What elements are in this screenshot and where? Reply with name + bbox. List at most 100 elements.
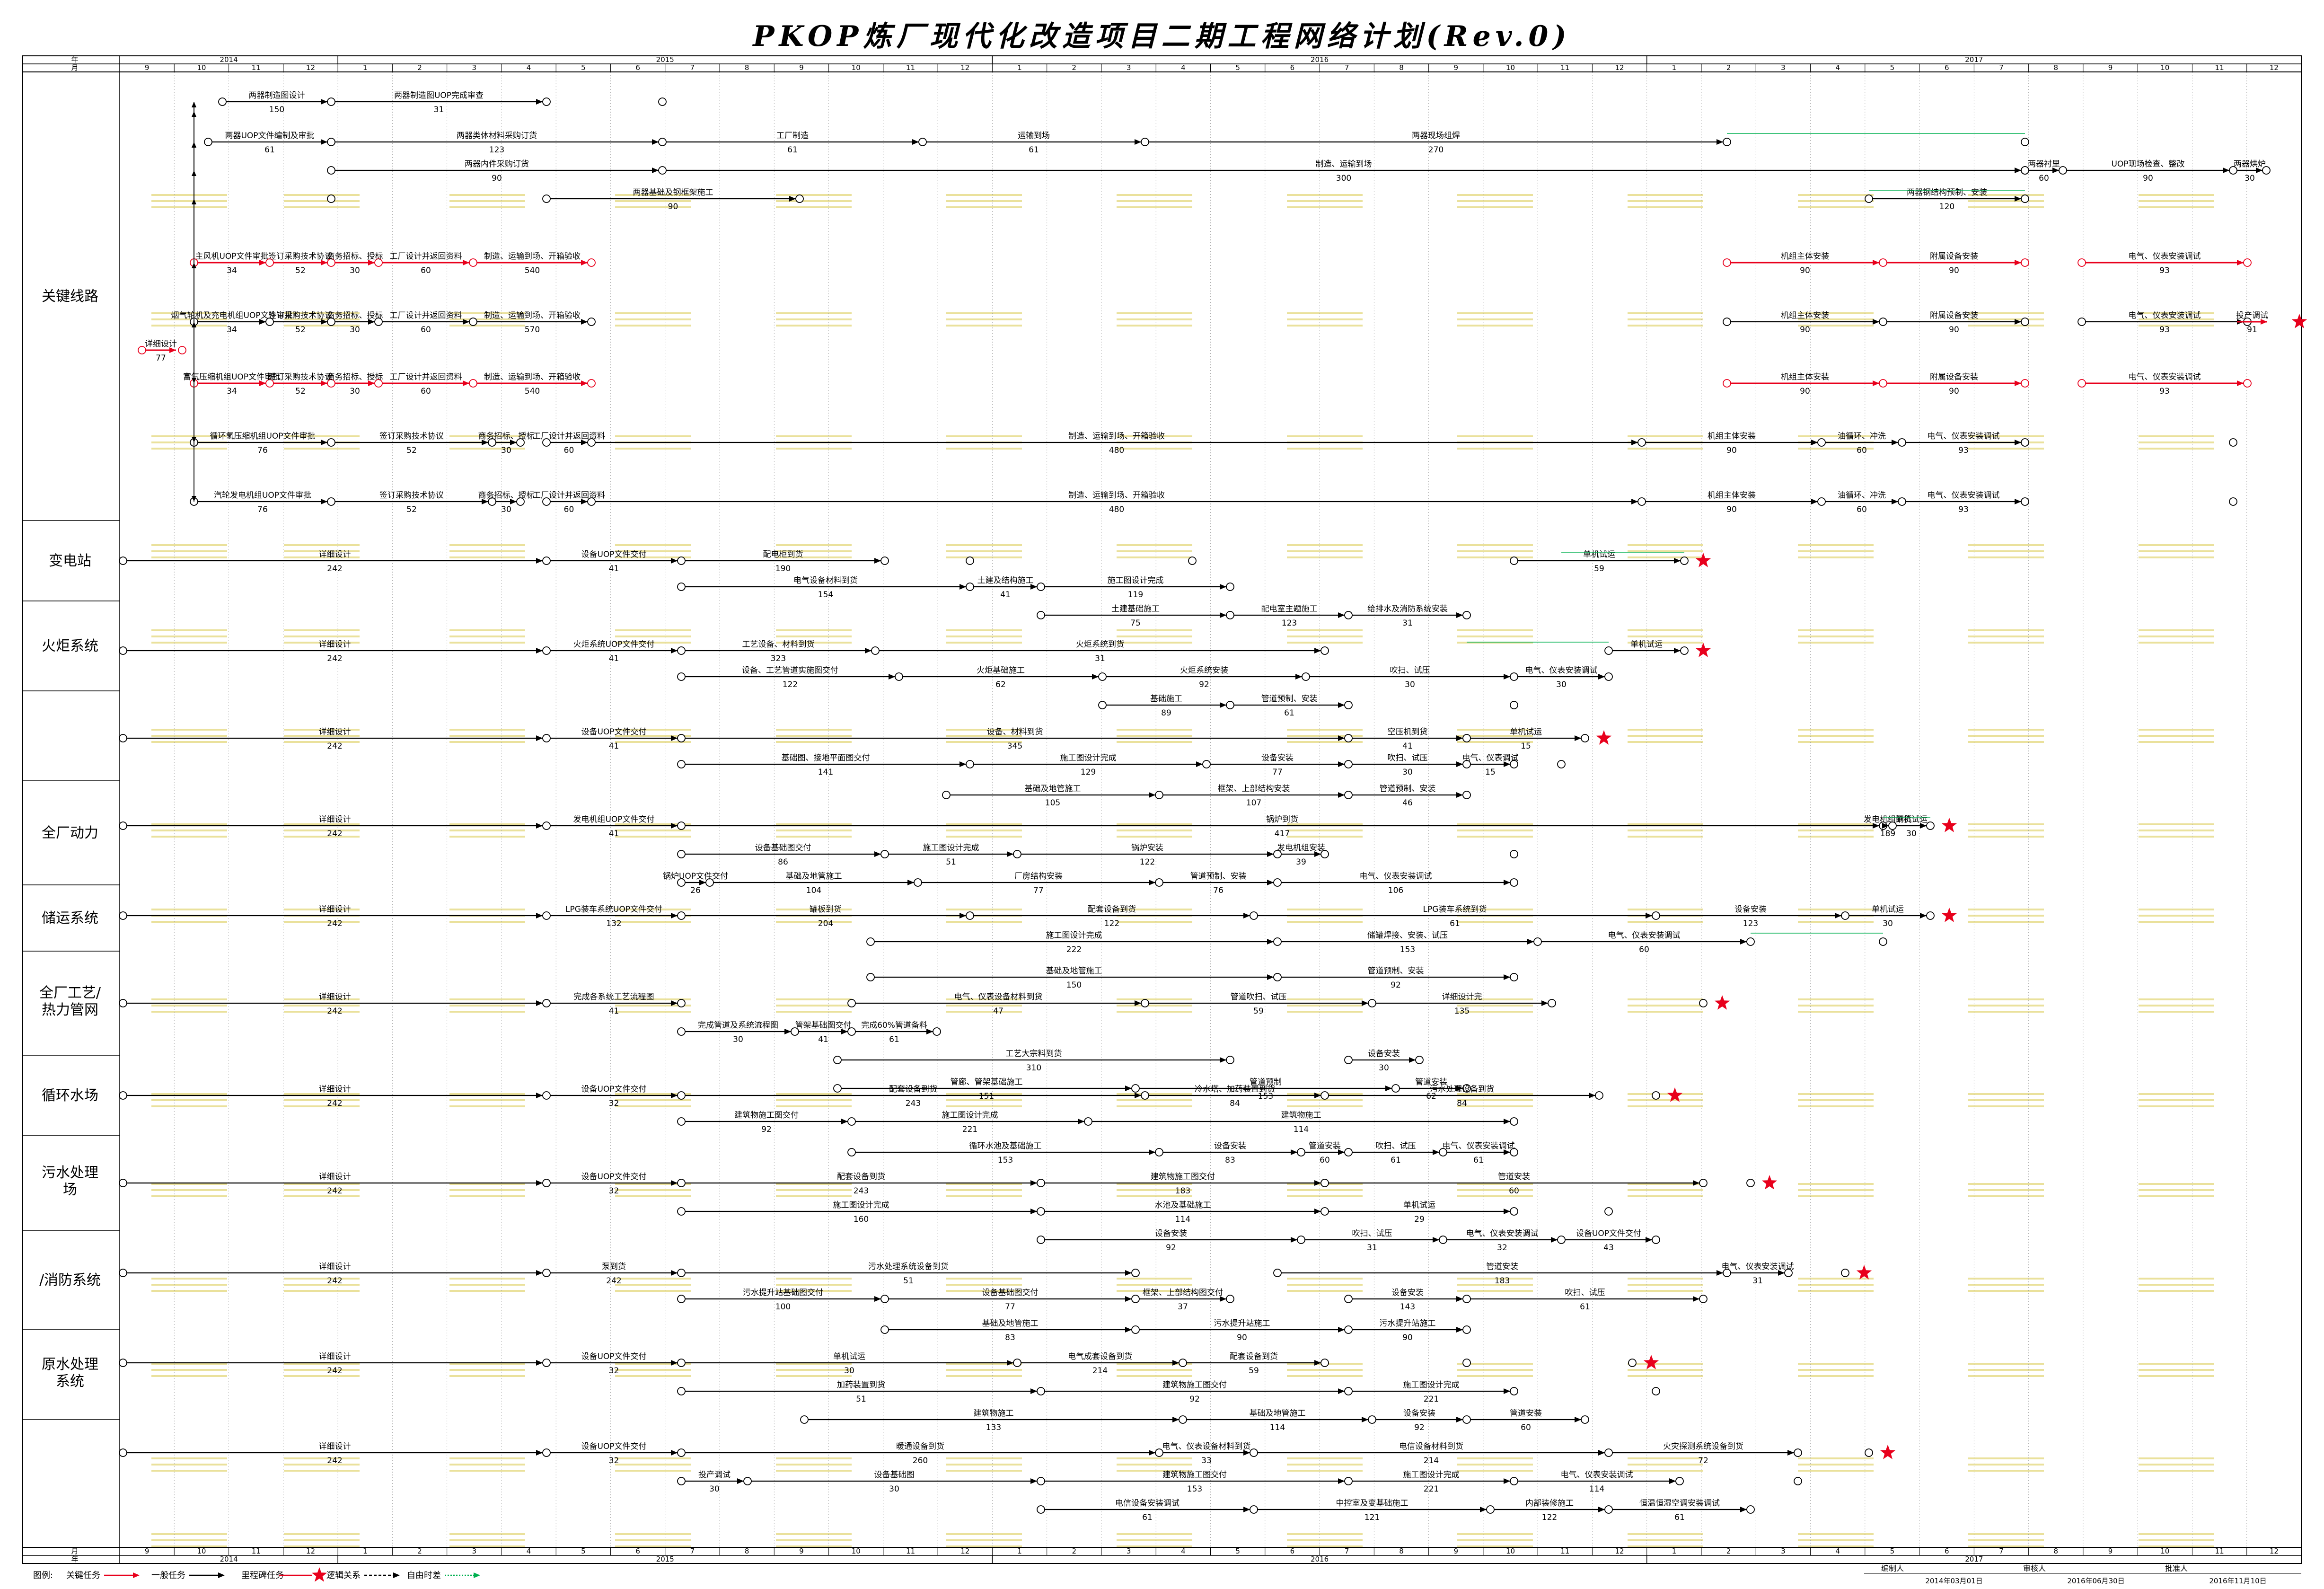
watermark [946, 544, 1022, 546]
watermark [151, 200, 227, 202]
task-label: 电气、仪表安装调试 [1722, 1262, 1794, 1271]
arrow-head [874, 851, 881, 857]
watermark [2139, 629, 2214, 631]
arrow-head [784, 1029, 791, 1034]
watermark [1798, 823, 1874, 825]
watermark [946, 729, 1022, 731]
row-label-6: 全厂工艺/ [39, 985, 101, 1001]
watermark [449, 1290, 525, 1292]
task-label: 附属设备安装 [1930, 252, 1978, 261]
row-label-0: 关键线路 [42, 288, 98, 305]
watermark [776, 312, 852, 314]
header-month-27: 12 [1615, 63, 1624, 72]
arrow-head [581, 440, 588, 445]
event-node [1510, 1117, 1518, 1126]
watermark [615, 1099, 691, 1101]
task-duration: 34 [227, 325, 237, 335]
arrow-head [2015, 260, 2021, 265]
footer-month-25: 10 [1506, 1547, 1515, 1555]
row-label-10-b: 系统 [56, 1373, 84, 1390]
event-node [1462, 1415, 1471, 1424]
watermark [1628, 836, 1703, 838]
task-duration: 90 [1949, 325, 1959, 335]
watermark [776, 1369, 852, 1371]
watermark [1287, 1545, 1363, 1547]
arrow-head [536, 1270, 543, 1276]
arrow-head [1007, 851, 1013, 857]
header-month-6: 3 [472, 63, 477, 72]
arrow-head [1504, 1388, 1510, 1394]
header-month-15: 12 [960, 63, 969, 72]
event-node [1344, 611, 1353, 619]
arrow-head [536, 823, 543, 829]
watermark [1798, 1093, 1874, 1095]
arrow-head [2015, 319, 2021, 325]
watermark [946, 312, 1022, 314]
task-label: 单机试运 [833, 1352, 865, 1361]
arrow-head [1314, 1180, 1321, 1186]
event-node [119, 1179, 127, 1187]
watermark [2139, 194, 2214, 196]
arrow-head [1541, 1000, 1548, 1006]
arrow-head [1338, 1388, 1345, 1394]
watermark [1798, 1363, 1874, 1365]
watermark [284, 1464, 360, 1465]
watermark [1968, 741, 2044, 743]
watermark [615, 1005, 691, 1006]
task-label: 火炬系统安装 [1180, 666, 1228, 675]
task-label: 设备安装 [1261, 753, 1294, 763]
task-duration: 106 [1388, 886, 1403, 895]
footer-month-6: 3 [472, 1547, 477, 1555]
task-duration: 84 [1457, 1099, 1467, 1108]
task-duration: 31 [1095, 654, 1105, 663]
task-duration: 75 [1130, 618, 1141, 628]
arrow-head [1220, 1296, 1226, 1302]
footer-month-13: 10 [852, 1547, 861, 1555]
arrow-head [1480, 1507, 1487, 1512]
watermark [1968, 550, 2044, 552]
event-node [677, 1477, 686, 1485]
task-label: 签订采购技术协议 [379, 491, 444, 500]
watermark [1117, 1278, 1192, 1280]
watermark [2139, 435, 2214, 437]
event-node [677, 1359, 686, 1367]
event-node [677, 760, 686, 768]
event-node [542, 194, 551, 203]
row-label-9: /消防系统 [39, 1272, 101, 1289]
event-node [1699, 1179, 1708, 1187]
event-node [542, 734, 551, 742]
watermark [1628, 1183, 1703, 1185]
task-label: 电信设备材料到货 [1399, 1442, 1463, 1451]
arrow-head [1362, 1417, 1368, 1422]
watermark [449, 1093, 525, 1095]
task-duration: 540 [525, 387, 540, 396]
arrow-head [2052, 168, 2059, 173]
event-node [2021, 194, 2029, 203]
task-label: 污水提升站施工 [1380, 1319, 1436, 1328]
arrow-head [510, 499, 517, 504]
arrow-head [1149, 1450, 1155, 1456]
arrow-head [1338, 735, 1345, 741]
watermark [776, 1457, 852, 1459]
task-label: 完成管道及系统流程图 [698, 1021, 778, 1030]
task-duration: 153 [1187, 1484, 1202, 1494]
header-month-16: 1 [1017, 63, 1022, 72]
arrow-head [1527, 939, 1534, 945]
task-duration: 222 [1066, 945, 1082, 954]
watermark [776, 194, 852, 196]
task-duration: 61 [787, 145, 798, 155]
task-label: 电气、仪表安装调试 [1928, 491, 2000, 500]
arrow-head [1504, 1119, 1510, 1124]
watermark [449, 1363, 525, 1365]
watermark [1457, 1011, 1533, 1013]
event-node [542, 1091, 551, 1100]
event-node [1273, 878, 1282, 887]
watermark [151, 642, 227, 644]
watermark [946, 1545, 1022, 1547]
task-duration: 242 [606, 1276, 621, 1286]
task-label: 厂房结构安装 [1014, 872, 1063, 881]
header-month-35: 8 [2053, 63, 2058, 72]
watermark [1798, 550, 1874, 552]
task-duration: 60 [1521, 1423, 1531, 1432]
header-year-3: 2017 [1965, 55, 1983, 64]
